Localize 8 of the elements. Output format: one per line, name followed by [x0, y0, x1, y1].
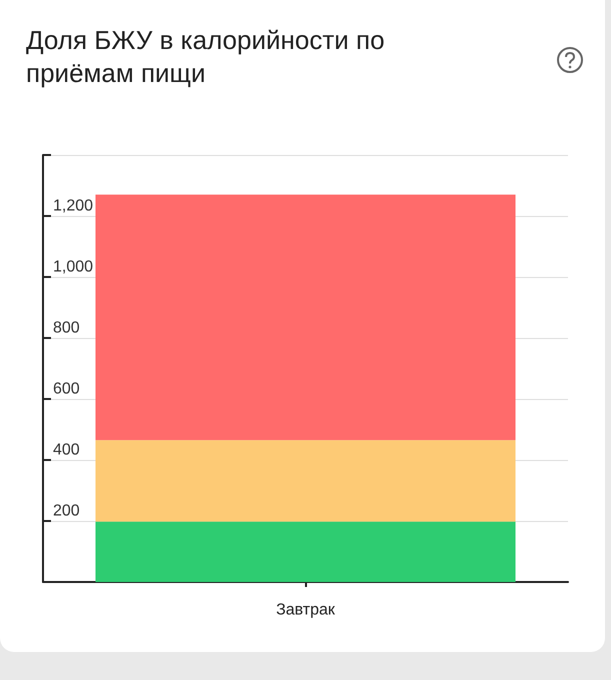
y-tick-label: 1,000: [53, 258, 94, 276]
y-tick-label: 1,200: [53, 198, 94, 214]
y-tick-label: 200: [53, 502, 80, 520]
x-tick-label: Завтрак: [276, 602, 336, 618]
y-tick-label: 400: [53, 442, 80, 458]
y-tick-label: 800: [53, 320, 80, 336]
chart-title: Доля БЖУ в калорийности по приёмам пищи: [26, 24, 386, 90]
y-tick-label: 600: [53, 380, 80, 398]
